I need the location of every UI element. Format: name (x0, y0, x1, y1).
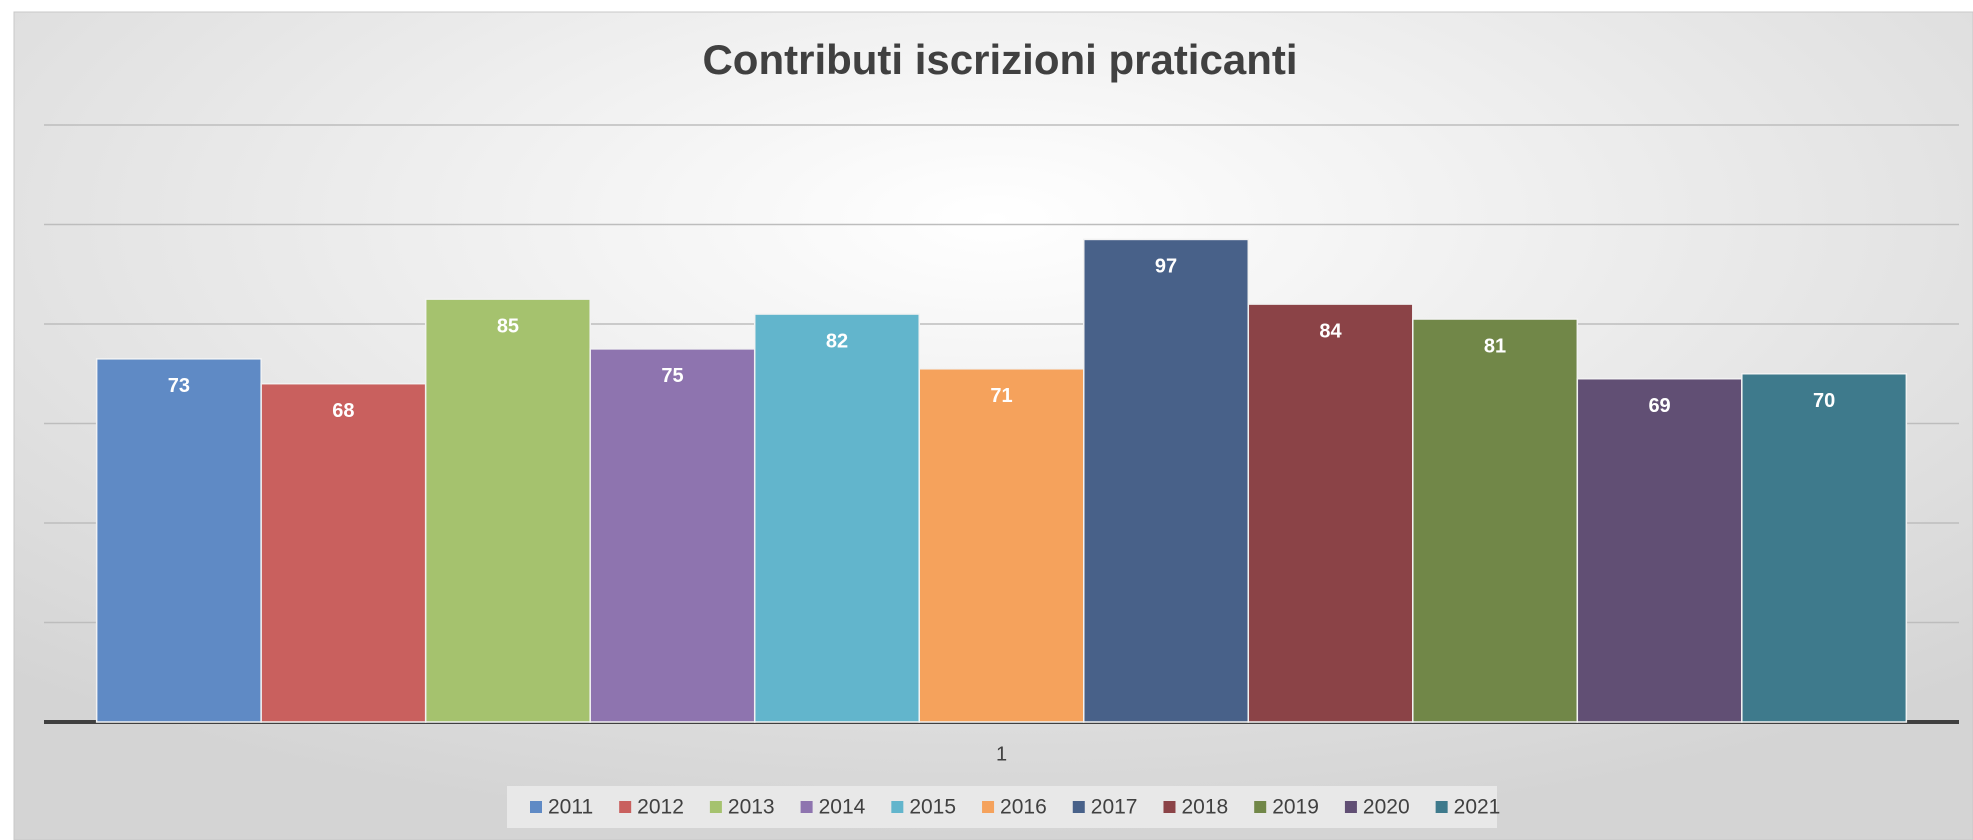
data-label: 85 (497, 315, 519, 337)
legend-background (507, 786, 1497, 828)
bar (1412, 318, 1579, 723)
legend-swatch (982, 801, 995, 813)
data-label: 82 (826, 330, 848, 352)
data-label: 75 (661, 365, 683, 387)
legend-label: 2012 (637, 796, 684, 819)
bar (1083, 238, 1250, 723)
legend-swatch (800, 801, 813, 813)
bar (260, 382, 427, 723)
legend-label: 2016 (1000, 796, 1047, 819)
legend-swatch (1435, 801, 1448, 813)
legend-label: 2021 (1454, 796, 1501, 819)
legend-swatch (619, 801, 632, 813)
legend-label: 2015 (909, 796, 956, 819)
data-label: 71 (990, 385, 1012, 407)
legend-swatch (709, 801, 722, 813)
legend-swatch (891, 801, 904, 813)
legend-label: 2019 (1272, 796, 1319, 819)
bar (918, 368, 1085, 723)
legend-label: 2011 (548, 796, 593, 819)
legend-swatch (1344, 801, 1357, 813)
legend-label: 2017 (1091, 796, 1138, 819)
chart-title: Contributi iscrizioni praticanti (702, 36, 1297, 83)
data-label: 97 (1155, 256, 1177, 278)
data-label: 69 (1648, 395, 1670, 417)
data-label: 84 (1319, 320, 1342, 342)
legend-swatch (1163, 801, 1176, 813)
bar (95, 358, 262, 723)
data-label: 81 (1484, 335, 1506, 357)
data-label: 68 (332, 400, 354, 422)
bar (1741, 373, 1908, 723)
legend-label: 2020 (1363, 796, 1410, 819)
legend-label: 2014 (819, 796, 866, 819)
bar (424, 298, 591, 723)
legend-swatch (1254, 801, 1267, 813)
legend-label: 2018 (1181, 796, 1228, 819)
legend-swatch (530, 801, 542, 813)
legend-label: 2013 (728, 796, 775, 819)
bar (1247, 303, 1414, 723)
x-tick-label: 1 (996, 743, 1007, 765)
data-label: 70 (1813, 390, 1835, 412)
bar (753, 313, 920, 723)
bar (589, 348, 756, 723)
data-label: 73 (168, 375, 190, 397)
legend-swatch (1072, 801, 1085, 813)
bar (1576, 377, 1743, 723)
